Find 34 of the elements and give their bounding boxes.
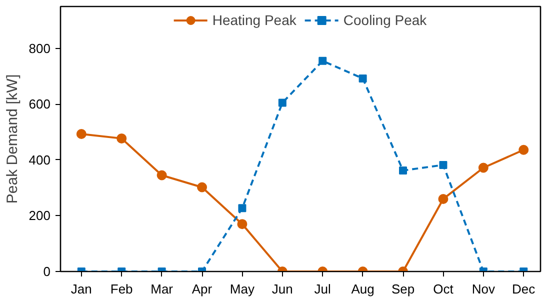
- point: [358, 74, 367, 82]
- point: [238, 204, 246, 212]
- point: [237, 219, 248, 230]
- x-tick-label: Jun: [272, 282, 293, 296]
- y-tick-label: 200: [28, 208, 51, 224]
- y-tick-label: 0: [43, 264, 51, 279]
- point: [399, 166, 408, 175]
- legend-label: Cooling Peak: [343, 12, 427, 28]
- y-tick-label: 800: [28, 40, 51, 56]
- x-tick-label: Mar: [150, 282, 174, 296]
- x-tick-label: Apr: [192, 282, 213, 296]
- x-tick-label: Dec: [512, 282, 536, 296]
- point: [518, 144, 529, 155]
- x-tick-label: Sep: [391, 282, 415, 296]
- point: [156, 170, 167, 180]
- point: [76, 128, 86, 139]
- x-tick-label: Jul: [314, 282, 332, 296]
- y-tick-label: 400: [28, 152, 51, 168]
- x-tick-label: Jan: [70, 282, 92, 296]
- x-tick-label: Aug: [351, 282, 374, 296]
- legend-label: Heating Peak: [212, 12, 296, 28]
- x-tick-label: Nov: [472, 282, 496, 296]
- x-tick-label: Oct: [433, 282, 454, 296]
- point: [438, 194, 448, 204]
- x-tick-label: Feb: [110, 282, 133, 296]
- x-tick-label: May: [230, 282, 255, 296]
- point: [439, 160, 448, 169]
- y-axis-title: Peak Demand [kW]: [4, 74, 21, 204]
- point: [478, 162, 488, 173]
- point: [197, 182, 208, 192]
- y-tick-label: 600: [28, 96, 51, 112]
- point: [116, 133, 127, 144]
- point: [318, 56, 327, 65]
- point: [278, 98, 286, 107]
